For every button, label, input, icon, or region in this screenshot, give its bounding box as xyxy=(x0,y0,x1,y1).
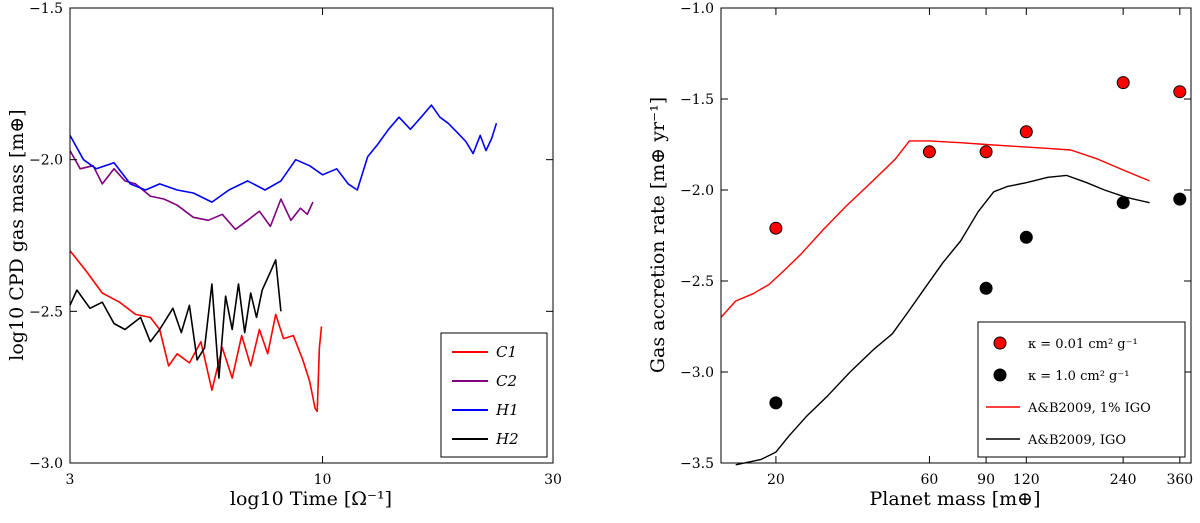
right-legend-label-1: κ = 1.0 cm² g⁻¹ xyxy=(1028,369,1129,384)
right-xtick-label-2: 90 xyxy=(977,472,995,488)
left-legend-label-2: H1 xyxy=(495,401,519,419)
right-point-0-2 xyxy=(979,145,993,159)
left-ytick-label-2: −2.0 xyxy=(29,153,63,169)
right-point-1-0 xyxy=(769,396,783,410)
right-point-0-4 xyxy=(1116,76,1130,90)
left-xtick-label-0: 3 xyxy=(66,472,75,488)
left-ytick-label-3: −1.5 xyxy=(29,1,63,17)
right-xtick-label-4: 240 xyxy=(1110,472,1137,488)
right-x-axis-label: Planet mass [m⊕] xyxy=(870,488,1041,510)
right-ytick-label-0: −3.5 xyxy=(680,456,714,472)
right-ytick-label-1: −3.0 xyxy=(680,365,714,381)
right-point-0-3 xyxy=(1019,125,1033,139)
right-legend-marker-1 xyxy=(993,368,1007,382)
right-ytick-label-2: −2.5 xyxy=(680,274,714,290)
left-series-line-1 xyxy=(69,150,314,231)
right-legend: κ = 0.01 cm² g⁻¹ κ = 1.0 cm² g⁻¹ A&B2009, … xyxy=(977,321,1186,458)
right-xtick-label-3: 120 xyxy=(1013,472,1040,488)
right-legend-label-0: κ = 0.01 cm² g⁻¹ xyxy=(1028,337,1138,352)
left-series-line-3 xyxy=(69,258,282,379)
right-point-1-2 xyxy=(1019,230,1033,244)
right-series-line-3 xyxy=(735,174,1150,466)
right-legend-label-2: A&B2009, 1% IGO xyxy=(1027,401,1151,416)
right-y-axis-label: Gas accretion rate [m⊕ yr⁻¹] xyxy=(647,97,669,373)
left-legend: C1 C2 H1 H2 xyxy=(440,332,548,458)
left-series-line-2 xyxy=(69,104,498,203)
left-legend-label-0: C1 xyxy=(496,343,517,361)
left-xtick-label-1: 10 xyxy=(314,472,332,488)
right-xtick-label-1: 60 xyxy=(921,472,939,488)
right-ytick-label-5: −1.0 xyxy=(680,1,714,17)
left-x-axis-label: log10 Time [Ω⁻¹] xyxy=(230,488,392,510)
right-point-1-4 xyxy=(1173,192,1187,206)
left-series-group xyxy=(69,104,498,413)
right-legend-marker-0 xyxy=(993,336,1007,350)
left-ticks-group: 3 10 30 −3.0 −2.5 −2.0 −1.5 xyxy=(29,1,562,488)
right-ytick-label-3: −2.0 xyxy=(680,183,714,199)
right-series-group xyxy=(720,76,1187,466)
left-legend-box xyxy=(440,332,548,458)
right-point-0-0 xyxy=(769,221,783,235)
right-point-1-3 xyxy=(1116,196,1130,210)
right-point-1-1 xyxy=(979,281,993,295)
left-ytick-label-0: −3.0 xyxy=(29,456,63,472)
left-y-axis-label: log10 CPD gas mass [m⊕] xyxy=(6,109,28,360)
left-plot-frame xyxy=(69,7,554,464)
right-plot-frame xyxy=(720,7,1192,464)
right-point-0-1 xyxy=(922,145,936,159)
right-ytick-label-4: −1.5 xyxy=(680,92,714,108)
left-legend-label-1: C2 xyxy=(496,372,517,390)
right-ticks-group: 20 60 90 120 240 360 −3.5 −3.0 −2.5 −2.0 −1.5 −1.0 xyxy=(680,1,1193,488)
left-legend-label-3: H2 xyxy=(495,430,519,448)
left-ytick-label-1: −2.5 xyxy=(29,304,63,320)
right-legend-label-3: A&B2009, IGO xyxy=(1027,433,1126,448)
right-xtick-label-0: 20 xyxy=(767,472,785,488)
left-series-line-0 xyxy=(69,250,323,413)
right-xtick-label-5: 360 xyxy=(1166,472,1193,488)
left-panel: 3 10 30 −3.0 −2.5 −2.0 −1.5 log10 Time [Ω⁻¹] l… xyxy=(6,1,562,510)
right-series-line-2 xyxy=(720,140,1150,318)
right-panel: 20 60 90 120 240 360−3.5−3.0−2.5−2.0−1.5−1.0 … xyxy=(647,1,1193,510)
right-point-0-5 xyxy=(1173,85,1187,99)
right-legend-box xyxy=(977,321,1186,458)
left-xtick-label-2: 30 xyxy=(544,472,562,488)
